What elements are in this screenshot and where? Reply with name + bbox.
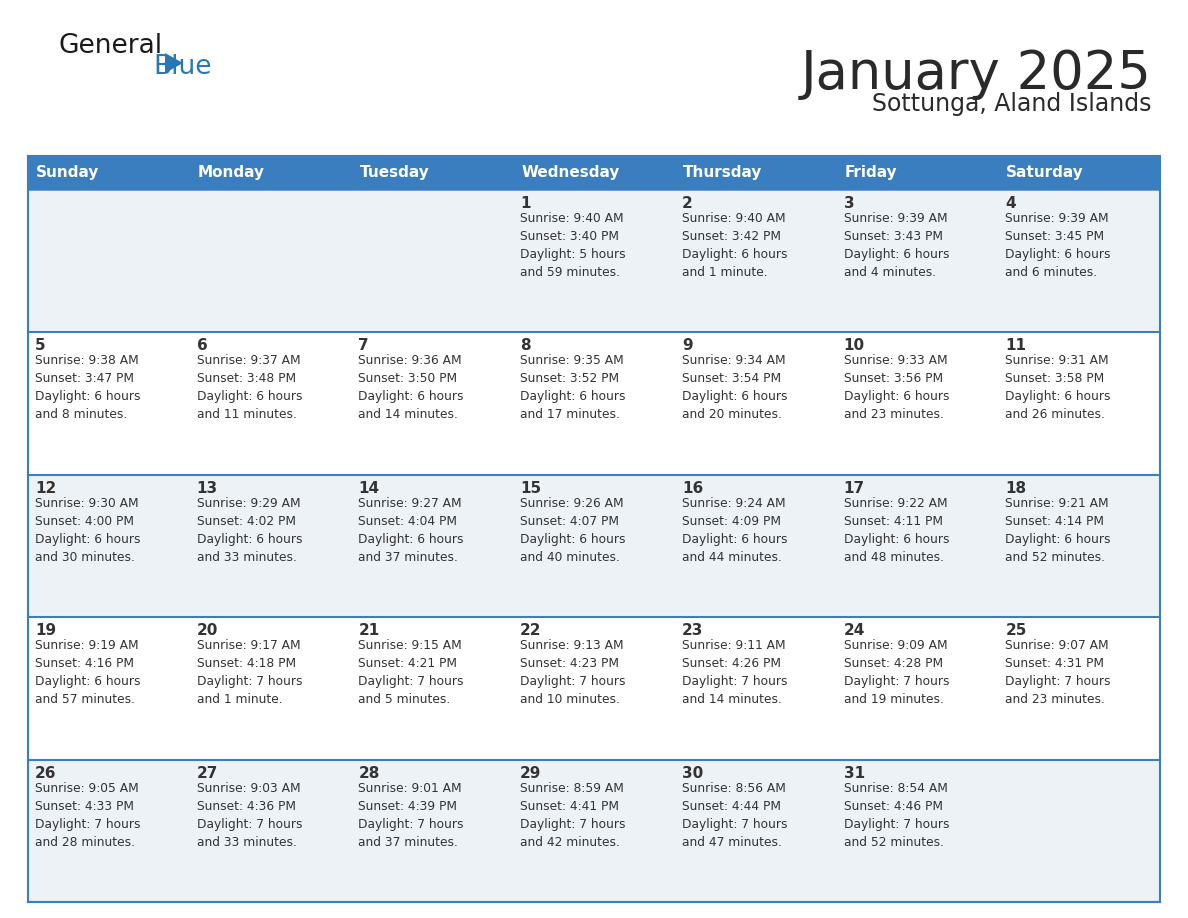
- Text: Sunrise: 9:38 AM
Sunset: 3:47 PM
Daylight: 6 hours
and 8 minutes.: Sunrise: 9:38 AM Sunset: 3:47 PM Dayligh…: [34, 354, 140, 421]
- Text: 5: 5: [34, 339, 45, 353]
- Text: Wednesday: Wednesday: [522, 165, 619, 181]
- Text: Sunrise: 9:39 AM
Sunset: 3:43 PM
Daylight: 6 hours
and 4 minutes.: Sunrise: 9:39 AM Sunset: 3:43 PM Dayligh…: [843, 212, 949, 279]
- Text: Sunrise: 9:21 AM
Sunset: 4:14 PM
Daylight: 6 hours
and 52 minutes.: Sunrise: 9:21 AM Sunset: 4:14 PM Dayligh…: [1005, 497, 1111, 564]
- Text: Sunrise: 8:56 AM
Sunset: 4:44 PM
Daylight: 7 hours
and 47 minutes.: Sunrise: 8:56 AM Sunset: 4:44 PM Dayligh…: [682, 781, 788, 848]
- Text: Sunday: Sunday: [36, 165, 100, 181]
- Text: Sunrise: 9:40 AM
Sunset: 3:42 PM
Daylight: 6 hours
and 1 minute.: Sunrise: 9:40 AM Sunset: 3:42 PM Dayligh…: [682, 212, 788, 279]
- Bar: [29, 190, 1159, 332]
- Text: Sunrise: 9:36 AM
Sunset: 3:50 PM
Daylight: 6 hours
and 14 minutes.: Sunrise: 9:36 AM Sunset: 3:50 PM Dayligh…: [359, 354, 465, 421]
- Text: Sunrise: 9:01 AM
Sunset: 4:39 PM
Daylight: 7 hours
and 37 minutes.: Sunrise: 9:01 AM Sunset: 4:39 PM Dayligh…: [359, 781, 465, 848]
- Text: 20: 20: [197, 623, 219, 638]
- Text: Sunrise: 9:19 AM
Sunset: 4:16 PM
Daylight: 6 hours
and 57 minutes.: Sunrise: 9:19 AM Sunset: 4:16 PM Dayligh…: [34, 639, 140, 706]
- Text: 10: 10: [843, 339, 865, 353]
- Text: 26: 26: [34, 766, 57, 780]
- Text: Sunrise: 9:40 AM
Sunset: 3:40 PM
Daylight: 5 hours
and 59 minutes.: Sunrise: 9:40 AM Sunset: 3:40 PM Dayligh…: [520, 212, 626, 279]
- Text: Sunrise: 9:29 AM
Sunset: 4:02 PM
Daylight: 6 hours
and 33 minutes.: Sunrise: 9:29 AM Sunset: 4:02 PM Dayligh…: [197, 497, 302, 564]
- Text: General: General: [58, 33, 162, 59]
- Text: 15: 15: [520, 481, 542, 496]
- Bar: [29, 332, 1159, 475]
- Text: Sunrise: 9:22 AM
Sunset: 4:11 PM
Daylight: 6 hours
and 48 minutes.: Sunrise: 9:22 AM Sunset: 4:11 PM Dayligh…: [843, 497, 949, 564]
- Text: Sunrise: 9:39 AM
Sunset: 3:45 PM
Daylight: 6 hours
and 6 minutes.: Sunrise: 9:39 AM Sunset: 3:45 PM Dayligh…: [1005, 212, 1111, 279]
- Text: Sunrise: 8:54 AM
Sunset: 4:46 PM
Daylight: 7 hours
and 52 minutes.: Sunrise: 8:54 AM Sunset: 4:46 PM Dayligh…: [843, 781, 949, 848]
- Text: 3: 3: [843, 196, 854, 211]
- Text: 2: 2: [682, 196, 693, 211]
- Text: 28: 28: [359, 766, 380, 780]
- Text: 9: 9: [682, 339, 693, 353]
- Text: Sunrise: 9:07 AM
Sunset: 4:31 PM
Daylight: 7 hours
and 23 minutes.: Sunrise: 9:07 AM Sunset: 4:31 PM Dayligh…: [1005, 639, 1111, 706]
- Text: 24: 24: [843, 623, 865, 638]
- Text: Sunrise: 9:09 AM
Sunset: 4:28 PM
Daylight: 7 hours
and 19 minutes.: Sunrise: 9:09 AM Sunset: 4:28 PM Dayligh…: [843, 639, 949, 706]
- Text: Sunrise: 9:34 AM
Sunset: 3:54 PM
Daylight: 6 hours
and 20 minutes.: Sunrise: 9:34 AM Sunset: 3:54 PM Dayligh…: [682, 354, 788, 421]
- Text: 23: 23: [682, 623, 703, 638]
- Text: 12: 12: [34, 481, 56, 496]
- Text: 11: 11: [1005, 339, 1026, 353]
- Text: 29: 29: [520, 766, 542, 780]
- Text: Sunrise: 9:31 AM
Sunset: 3:58 PM
Daylight: 6 hours
and 26 minutes.: Sunrise: 9:31 AM Sunset: 3:58 PM Dayligh…: [1005, 354, 1111, 421]
- Text: Sunrise: 9:35 AM
Sunset: 3:52 PM
Daylight: 6 hours
and 17 minutes.: Sunrise: 9:35 AM Sunset: 3:52 PM Dayligh…: [520, 354, 626, 421]
- Text: 16: 16: [682, 481, 703, 496]
- Text: 14: 14: [359, 481, 379, 496]
- Text: Sunrise: 9:15 AM
Sunset: 4:21 PM
Daylight: 7 hours
and 5 minutes.: Sunrise: 9:15 AM Sunset: 4:21 PM Dayligh…: [359, 639, 465, 706]
- Text: 13: 13: [197, 481, 217, 496]
- Text: Tuesday: Tuesday: [360, 165, 429, 181]
- Text: Sunrise: 9:33 AM
Sunset: 3:56 PM
Daylight: 6 hours
and 23 minutes.: Sunrise: 9:33 AM Sunset: 3:56 PM Dayligh…: [843, 354, 949, 421]
- Polygon shape: [165, 53, 183, 73]
- Text: Sunrise: 9:30 AM
Sunset: 4:00 PM
Daylight: 6 hours
and 30 minutes.: Sunrise: 9:30 AM Sunset: 4:00 PM Dayligh…: [34, 497, 140, 564]
- Text: Saturday: Saturday: [1006, 165, 1083, 181]
- Text: Sunrise: 9:03 AM
Sunset: 4:36 PM
Daylight: 7 hours
and 33 minutes.: Sunrise: 9:03 AM Sunset: 4:36 PM Dayligh…: [197, 781, 302, 848]
- Text: Sunrise: 9:24 AM
Sunset: 4:09 PM
Daylight: 6 hours
and 44 minutes.: Sunrise: 9:24 AM Sunset: 4:09 PM Dayligh…: [682, 497, 788, 564]
- Bar: [29, 759, 1159, 902]
- Text: Sunrise: 9:37 AM
Sunset: 3:48 PM
Daylight: 6 hours
and 11 minutes.: Sunrise: 9:37 AM Sunset: 3:48 PM Dayligh…: [197, 354, 302, 421]
- Text: Sunrise: 9:05 AM
Sunset: 4:33 PM
Daylight: 7 hours
and 28 minutes.: Sunrise: 9:05 AM Sunset: 4:33 PM Dayligh…: [34, 781, 140, 848]
- Text: 19: 19: [34, 623, 56, 638]
- Text: Monday: Monday: [197, 165, 265, 181]
- Text: 4: 4: [1005, 196, 1016, 211]
- Text: 6: 6: [197, 339, 208, 353]
- Text: 17: 17: [843, 481, 865, 496]
- Text: 8: 8: [520, 339, 531, 353]
- Bar: [29, 156, 1159, 190]
- Text: January 2025: January 2025: [801, 48, 1152, 100]
- Text: 30: 30: [682, 766, 703, 780]
- Text: Blue: Blue: [153, 54, 211, 80]
- Text: 22: 22: [520, 623, 542, 638]
- Text: 18: 18: [1005, 481, 1026, 496]
- Text: Sunrise: 9:17 AM
Sunset: 4:18 PM
Daylight: 7 hours
and 1 minute.: Sunrise: 9:17 AM Sunset: 4:18 PM Dayligh…: [197, 639, 302, 706]
- Text: Sunrise: 9:26 AM
Sunset: 4:07 PM
Daylight: 6 hours
and 40 minutes.: Sunrise: 9:26 AM Sunset: 4:07 PM Dayligh…: [520, 497, 626, 564]
- Text: Sunrise: 8:59 AM
Sunset: 4:41 PM
Daylight: 7 hours
and 42 minutes.: Sunrise: 8:59 AM Sunset: 4:41 PM Dayligh…: [520, 781, 626, 848]
- Text: Friday: Friday: [845, 165, 897, 181]
- Text: 31: 31: [843, 766, 865, 780]
- Text: Thursday: Thursday: [683, 165, 763, 181]
- Text: 25: 25: [1005, 623, 1026, 638]
- Text: Sunrise: 9:27 AM
Sunset: 4:04 PM
Daylight: 6 hours
and 37 minutes.: Sunrise: 9:27 AM Sunset: 4:04 PM Dayligh…: [359, 497, 465, 564]
- Bar: [29, 617, 1159, 759]
- Text: 21: 21: [359, 623, 380, 638]
- Text: 1: 1: [520, 196, 531, 211]
- Bar: [29, 156, 1159, 902]
- Text: Sunrise: 9:11 AM
Sunset: 4:26 PM
Daylight: 7 hours
and 14 minutes.: Sunrise: 9:11 AM Sunset: 4:26 PM Dayligh…: [682, 639, 788, 706]
- Text: 27: 27: [197, 766, 219, 780]
- Bar: [29, 475, 1159, 617]
- Text: Sunrise: 9:13 AM
Sunset: 4:23 PM
Daylight: 7 hours
and 10 minutes.: Sunrise: 9:13 AM Sunset: 4:23 PM Dayligh…: [520, 639, 626, 706]
- Text: 7: 7: [359, 339, 369, 353]
- Text: Sottunga, Aland Islands: Sottunga, Aland Islands: [872, 92, 1152, 116]
